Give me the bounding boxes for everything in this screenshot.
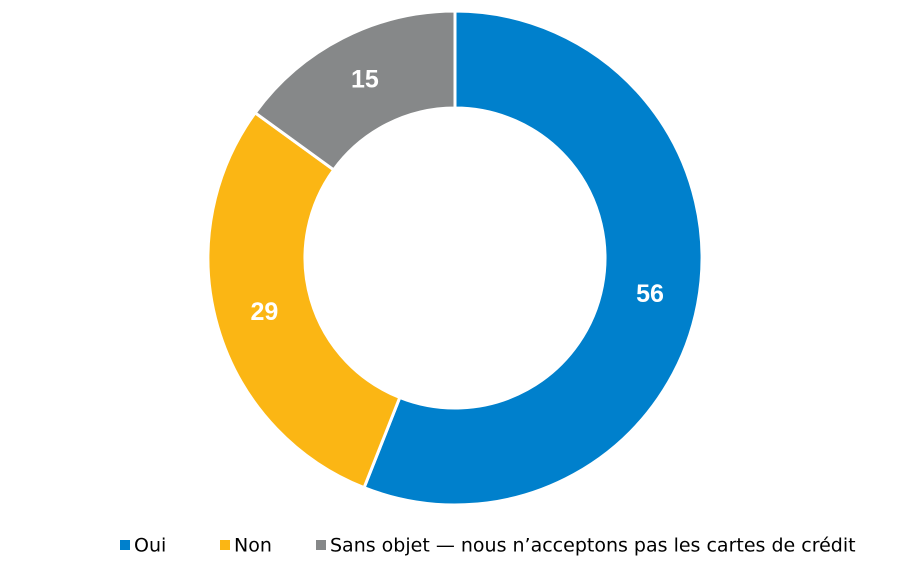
legend-label: Sans objet — nous n’acceptons pas les ca…: [330, 535, 856, 557]
data-label: 15: [351, 66, 379, 94]
legend-label: Non: [234, 535, 272, 557]
legend-swatch: [316, 540, 326, 550]
data-label: 29: [250, 298, 278, 326]
donut-slice: [253, 9, 457, 172]
data-label: 56: [636, 280, 664, 308]
legend-swatch: [220, 540, 230, 550]
donut-slice: [206, 110, 402, 490]
legend-label: Oui: [134, 535, 166, 557]
legend-swatch: [120, 540, 130, 550]
donut-slice: [362, 9, 704, 507]
